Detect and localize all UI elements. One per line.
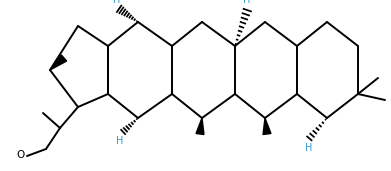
Text: H: H: [113, 0, 121, 5]
Polygon shape: [196, 118, 204, 135]
Polygon shape: [263, 118, 271, 135]
Polygon shape: [50, 55, 66, 70]
Text: H: H: [116, 136, 124, 146]
Text: O: O: [17, 150, 25, 160]
Text: H: H: [243, 0, 251, 5]
Text: H: H: [305, 143, 313, 153]
